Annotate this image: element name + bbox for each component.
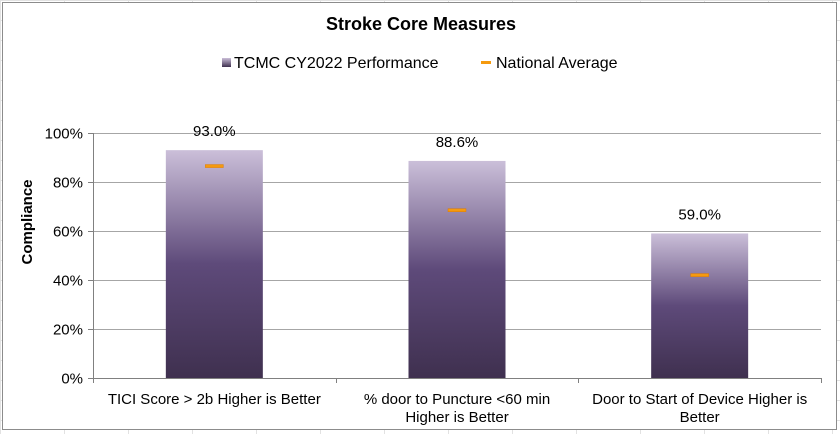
y-tick-label: 0%: [61, 371, 83, 388]
bar: [408, 160, 506, 378]
legend-swatch-performance: [222, 58, 231, 67]
chart-title: Stroke Core Measures: [326, 14, 516, 34]
y-axis-label: Compliance: [19, 179, 36, 264]
legend: TCMC CY2022 Performance National Average: [222, 55, 618, 72]
y-tick-label: 60%: [53, 224, 83, 241]
bar-chart: Stroke Core Measures TCMC CY2022 Perform…: [19, 14, 822, 426]
x-category-label: TICI Score > 2b Higher is Better: [108, 391, 321, 408]
bar: [651, 233, 749, 378]
legend-label-national-average: National Average: [496, 55, 618, 72]
y-tick-label: 40%: [53, 273, 83, 290]
y-tick-label: 100%: [45, 126, 83, 143]
legend-label-performance: TCMC CY2022 Performance: [234, 55, 439, 72]
x-category-label: % door to Puncture <60 min Higher is Bett…: [364, 391, 550, 426]
legend-swatch-national-average: [481, 61, 491, 64]
bar-data-label: 93.0%: [193, 123, 236, 140]
bar-data-label: 88.6%: [436, 134, 479, 151]
national-average-marker: [205, 164, 224, 168]
plot-area: 0% 20% 40% 60% 80% 100% 93.0% TICI Score > 2b H…: [45, 123, 822, 426]
y-tick-label: 80%: [53, 175, 83, 192]
y-tick-label: 20%: [53, 322, 83, 339]
x-category-label: Door to Start of Device Higher is Better: [592, 391, 807, 426]
national-average-marker: [447, 208, 467, 212]
bar: [165, 150, 263, 378]
national-average-marker: [690, 273, 709, 277]
bar-data-label: 59.0%: [678, 206, 721, 223]
